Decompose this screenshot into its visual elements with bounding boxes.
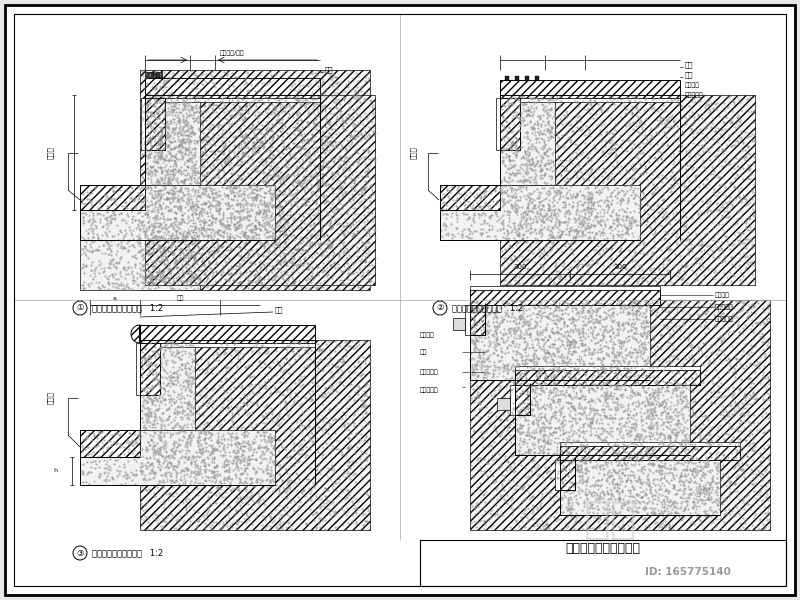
- Bar: [535, 76, 539, 80]
- Bar: [453, 318, 465, 330]
- Text: 楼梯踏步照明: 楼梯踏步照明: [447, 548, 477, 557]
- Bar: [159, 72, 162, 78]
- Bar: [470, 305, 485, 335]
- Text: 审核: 审核: [457, 568, 467, 577]
- Text: 台沿: 台沿: [420, 349, 427, 355]
- Text: 踢脚线石板: 踢脚线石板: [715, 316, 734, 322]
- Bar: [80, 235, 200, 290]
- Text: 板宽: 板宽: [176, 295, 184, 301]
- Bar: [510, 385, 515, 415]
- Text: 台沿: 台沿: [325, 67, 334, 73]
- Bar: [505, 76, 509, 80]
- Bar: [515, 370, 700, 385]
- Bar: [555, 460, 560, 490]
- Bar: [156, 72, 159, 78]
- Polygon shape: [470, 300, 770, 530]
- Text: ③: ③: [76, 548, 84, 557]
- Polygon shape: [145, 95, 375, 285]
- Bar: [515, 385, 530, 415]
- Polygon shape: [131, 325, 140, 343]
- Bar: [80, 185, 275, 240]
- Bar: [440, 185, 640, 240]
- Text: 台沿涂料: 台沿涂料: [685, 82, 700, 88]
- Bar: [140, 343, 315, 347]
- Text: 灯光预留: 灯光预留: [420, 332, 435, 338]
- Bar: [515, 366, 700, 370]
- Text: 石板材踏步胶法（一）   1:2: 石板材踏步胶法（一） 1:2: [92, 304, 163, 313]
- Text: ID: 165775140: ID: 165775140: [645, 567, 731, 577]
- Text: 法内面: 法内面: [410, 146, 416, 160]
- Bar: [145, 72, 153, 78]
- Text: 勾缝: 勾缝: [685, 62, 694, 68]
- Bar: [141, 98, 145, 150]
- Text: 法内面: 法内面: [46, 392, 54, 404]
- Text: 石板材踏步胶法（三）   1:2: 石板材踏步胶法（三） 1:2: [92, 548, 163, 557]
- Bar: [140, 340, 195, 430]
- Bar: [560, 460, 575, 490]
- Bar: [515, 380, 690, 455]
- Text: ①: ①: [76, 304, 84, 313]
- Bar: [145, 98, 165, 150]
- Bar: [420, 540, 786, 586]
- Bar: [145, 95, 200, 185]
- Bar: [80, 430, 140, 457]
- Text: 300: 300: [514, 264, 526, 270]
- Bar: [500, 80, 680, 98]
- Text: 知禾: 知禾: [583, 499, 637, 541]
- Text: ④: ④: [431, 548, 438, 557]
- Bar: [525, 76, 529, 80]
- Polygon shape: [140, 70, 370, 290]
- Bar: [500, 98, 520, 150]
- Bar: [80, 430, 275, 485]
- Bar: [145, 98, 320, 102]
- Bar: [440, 185, 500, 210]
- Bar: [500, 95, 555, 185]
- Text: a: a: [113, 295, 117, 301]
- Text: 300: 300: [614, 264, 626, 270]
- Bar: [140, 343, 160, 395]
- Text: 法内面: 法内面: [46, 146, 54, 160]
- Bar: [136, 343, 140, 395]
- Bar: [145, 78, 320, 98]
- Bar: [497, 398, 510, 410]
- Bar: [153, 72, 156, 78]
- Bar: [560, 442, 740, 446]
- Polygon shape: [500, 95, 755, 285]
- Text: 石材楼梯踏步做法详图: 石材楼梯踏步做法详图: [566, 541, 641, 554]
- Bar: [140, 325, 315, 343]
- Text: 装修面砖/石板: 装修面砖/石板: [220, 50, 244, 56]
- Text: 石板饰面板: 石板饰面板: [685, 92, 704, 98]
- Text: 石板饰面板: 石板饰面板: [420, 369, 438, 375]
- Bar: [496, 98, 500, 150]
- Text: 石板材踏步胶法（二）   1:2: 石板材踏步胶法（二） 1:2: [452, 304, 523, 313]
- Text: 石板饰面板: 石板饰面板: [715, 304, 734, 310]
- Text: ②: ②: [436, 304, 444, 313]
- Bar: [560, 455, 720, 515]
- Text: 石灰涂料: 石灰涂料: [715, 292, 730, 298]
- Bar: [515, 76, 519, 80]
- Bar: [470, 290, 660, 305]
- Text: 不锈钢灯槽: 不锈钢灯槽: [420, 387, 438, 393]
- Text: 台沿: 台沿: [275, 307, 283, 313]
- Bar: [560, 446, 740, 460]
- Text: 校对: 校对: [542, 568, 552, 577]
- Bar: [465, 305, 470, 335]
- Polygon shape: [140, 340, 370, 530]
- Bar: [80, 185, 145, 210]
- Bar: [500, 98, 680, 102]
- Bar: [470, 286, 660, 290]
- Text: h: h: [53, 469, 57, 473]
- Text: 台沿: 台沿: [685, 71, 694, 79]
- Bar: [470, 300, 650, 380]
